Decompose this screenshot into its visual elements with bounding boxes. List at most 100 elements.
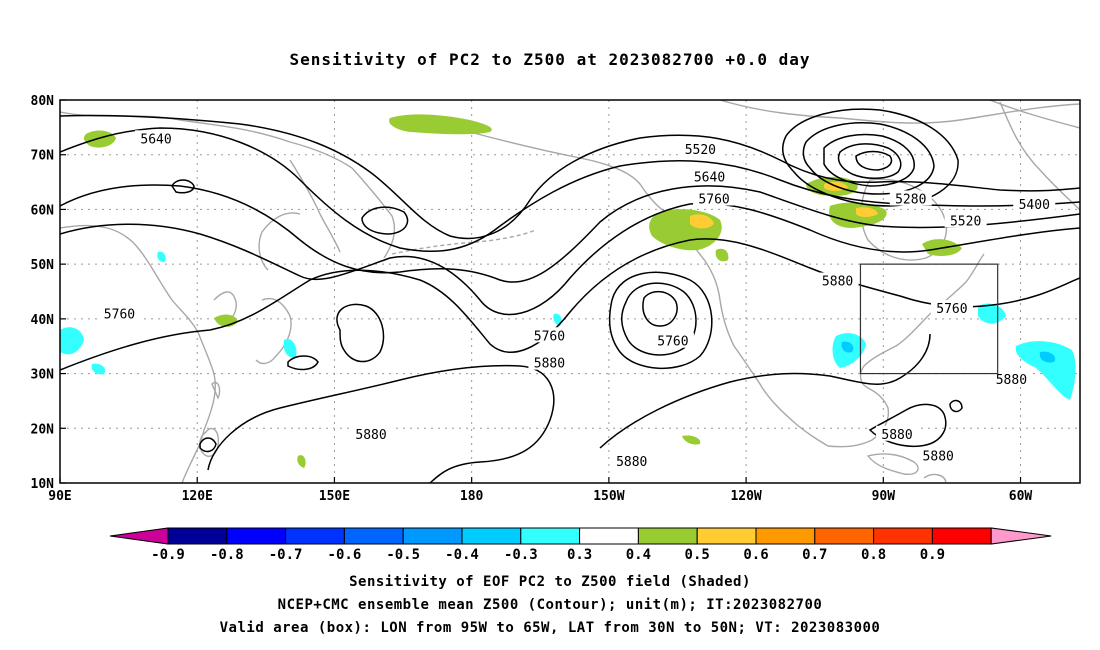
contour-label-bg	[98, 305, 141, 321]
lon-tick-label: 150E	[319, 489, 350, 504]
lon-tick-label: 120E	[182, 489, 213, 504]
colorbar-label: -0.3	[504, 547, 538, 563]
z500-contours	[60, 108, 1080, 483]
pos-patch	[649, 209, 722, 251]
contour-label: 5520	[950, 214, 981, 229]
caption-line-2: NCEP+CMC ensemble mean Z500 (Contour); u…	[277, 597, 823, 613]
colorbar-segment	[226, 527, 287, 545]
lat-tick-label: 40N	[31, 313, 55, 328]
contour-label: 5760	[698, 192, 729, 207]
lon-tick-label: 120W	[730, 489, 761, 504]
contour-label: 5640	[140, 132, 171, 147]
colorbar-label: 0.4	[626, 547, 651, 563]
neg-patch	[553, 313, 562, 326]
contour-label: 5760	[104, 307, 135, 322]
lon-tick-label: 180	[460, 489, 484, 504]
colorbar-low-cap	[109, 527, 169, 545]
lon-tick-label: 90E	[48, 489, 71, 504]
colorbar-high-cap	[990, 527, 1052, 545]
colorbar-segment	[696, 527, 757, 545]
coastlines	[60, 100, 1080, 483]
contour-label: 5880	[534, 357, 565, 372]
colorbar-label: 0.6	[743, 547, 768, 563]
colorbar-label: -0.7	[269, 547, 303, 563]
colorbar-label: -0.9	[151, 547, 185, 563]
neg-patch	[60, 327, 84, 355]
contour-label-bg	[930, 299, 973, 315]
colorbar-segment	[520, 527, 581, 545]
neg-patch	[283, 339, 297, 358]
contour-label-bg	[651, 332, 694, 348]
colorbar-segment	[931, 527, 992, 545]
contour-label: 5400	[1019, 198, 1050, 213]
colorbar-segment	[461, 527, 522, 545]
pos-patch	[715, 248, 729, 262]
colorbar-segment	[755, 527, 816, 545]
contour-label-bg	[528, 354, 571, 370]
contour-labels: 5640 5520 5640 5760 5280 5400 5520 5880 5760 5760…	[98, 130, 1056, 470]
lon-tick-label: 90W	[872, 489, 896, 504]
plot-frame	[59, 99, 1081, 484]
colorbar-segment	[402, 527, 463, 545]
caption-line-3: Valid area (box): LON from 95W to 65W, L…	[219, 620, 881, 636]
colorbar-label: 0.5	[685, 547, 710, 563]
contour-label: 5760	[657, 335, 688, 350]
lat-lon-grid	[60, 100, 1080, 483]
sensitivity-shading	[60, 114, 1076, 468]
contour-label-bg	[876, 425, 919, 441]
contour-label-bg	[889, 190, 932, 206]
colorbar-label: -0.6	[328, 547, 362, 563]
contour-label-bg	[816, 272, 859, 288]
contour-label-bg	[610, 453, 653, 469]
lat-tick-label: 10N	[31, 477, 55, 492]
contour-label: 5880	[881, 428, 912, 443]
pos-patch	[690, 214, 714, 229]
lat-tick-label: 20N	[31, 422, 55, 437]
lon-axis: 90E 120E 150E 180 150W 120W 90W 60W	[48, 477, 1032, 504]
neg-patch	[1015, 341, 1076, 400]
contour-label: 5880	[923, 450, 954, 465]
lat-tick-label: 60N	[31, 203, 55, 218]
colorbar-segment	[167, 527, 228, 545]
contour-label-bg	[990, 371, 1033, 387]
contour-label-bg	[693, 190, 736, 206]
colorbar-label: 0.9	[920, 547, 945, 563]
colorbar-label: -0.8	[210, 547, 244, 563]
contour-label-bg	[135, 130, 178, 146]
colorbar-segment	[579, 527, 639, 545]
colorbar-label: 0.8	[861, 547, 886, 563]
valid-area-box	[859, 263, 999, 375]
neg-patch	[1039, 351, 1056, 363]
contour-label: 5640	[694, 171, 725, 186]
lon-tick-label: 150W	[593, 489, 624, 504]
neg-patch	[978, 303, 1006, 324]
colorbar: -0.9 -0.8 -0.7 -0.6 -0.5 -0.4 -0.3 0.3 0.4 0.5 0.6…	[109, 527, 1052, 563]
pos-patch	[297, 455, 306, 468]
neg-patch	[157, 251, 166, 262]
lat-tick-label: 30N	[31, 368, 55, 383]
contour-label: 5880	[355, 428, 386, 443]
neg-patch	[841, 341, 854, 353]
contour-label: 5880	[616, 455, 647, 470]
contour-label: 5280	[895, 192, 926, 207]
lat-tick-label: 70N	[31, 149, 55, 164]
contour-label: 5880	[996, 373, 1027, 388]
colorbar-segment	[814, 527, 875, 545]
colorbar-label: 0.3	[567, 547, 592, 563]
contour-label-bg	[679, 141, 722, 157]
colorbar-label: -0.5	[386, 547, 420, 563]
lon-tick-label: 60W	[1009, 489, 1033, 504]
lat-tick-label: 80N	[31, 94, 55, 109]
map-title: Sensitivity of PC2 to Z500 at 2023082700…	[289, 50, 811, 69]
caption-line-1: Sensitivity of EOF PC2 to Z500 field (Sh…	[349, 574, 751, 590]
colorbar-label: 0.7	[802, 547, 827, 563]
pos-patch	[682, 435, 701, 445]
contour-label-bg	[350, 425, 393, 441]
pos-patch	[83, 130, 116, 148]
colorbar-segment	[873, 527, 933, 545]
contour-label: 5760	[936, 302, 967, 317]
contour-label-bg	[944, 212, 987, 228]
contour-label-bg	[917, 447, 960, 463]
lat-tick-label: 50N	[31, 258, 55, 273]
